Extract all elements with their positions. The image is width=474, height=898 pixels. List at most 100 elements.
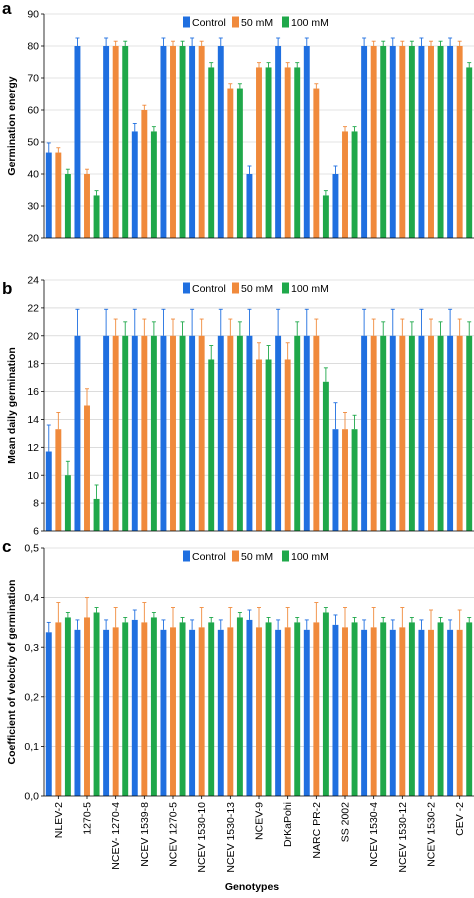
bar: NLEV-2 — 50 mM: 46.7 xyxy=(55,152,62,238)
error-bar xyxy=(295,321,300,336)
bar: SS 2002 — Control: 13.3 xyxy=(332,429,339,531)
error-bar xyxy=(228,607,233,628)
y-axis-title: Mean daily germination xyxy=(6,347,18,464)
panel-a: a 20 30 40 50 60 70 80 90 NLEV-2 — Control: 46.7 1… xyxy=(2,0,474,245)
legend-item: 100 mM xyxy=(282,550,329,563)
error-bar xyxy=(362,619,367,630)
legend-swatch xyxy=(183,282,190,294)
error-bar xyxy=(132,122,137,132)
error-bar xyxy=(180,321,185,336)
y-tick-label: 0,0 xyxy=(24,791,39,803)
bar: NCEV 1530-12 — Control: 20 xyxy=(389,335,396,531)
bar: NARC PR-2 — 50 mM: 0.35 xyxy=(313,622,320,796)
error-bar xyxy=(371,40,376,46)
bar: NCEV 1270-5 — 50 mM: 20 xyxy=(170,335,176,531)
error-bar xyxy=(266,616,271,623)
bar: DrKaPohi — Control: 20 xyxy=(275,335,282,531)
bar: DrKaPohi — 50 mM: 73.3 xyxy=(284,67,291,238)
error-bar xyxy=(352,414,357,430)
x-tick-label: NARC PR-2 xyxy=(311,802,323,859)
bar: NCEV- 1270-4 — 50 mM: 0.34 xyxy=(112,627,119,796)
error-bar xyxy=(314,318,319,336)
bar: NCEV 1539-8 — 100 mM: 20 xyxy=(150,335,157,531)
bar: NLEV-2 — 50 mM: 0.35 xyxy=(55,622,62,796)
bar: NCEV 1530-2 — 50 mM: 20 xyxy=(428,335,434,531)
legend-item: 50 mM xyxy=(232,550,273,563)
bar: NLEV-2 — 100 mM: 40 xyxy=(64,174,71,238)
error-bar xyxy=(276,308,281,336)
error-bar xyxy=(190,37,195,46)
bar: NARC PR-2 — 50 mM: 20 xyxy=(313,335,320,531)
bar: CEV -2 — 100 mM: 20 xyxy=(466,335,473,531)
error-bar xyxy=(314,83,319,89)
bar: NLEV-2 — 100 mM: 0.36 xyxy=(64,617,71,796)
error-bar xyxy=(247,308,252,336)
bar: NCEV 1530-10 — 100 mM: 18.3 xyxy=(208,359,215,531)
bar: SS 2002 — 100 mM: 53.3 xyxy=(351,131,358,238)
bar: CEV -2 — Control: 80 xyxy=(447,46,454,238)
x-tick-label: 1270-5 xyxy=(82,802,94,835)
error-bar xyxy=(151,321,156,336)
error-bar xyxy=(419,308,424,336)
error-bar xyxy=(237,612,242,618)
bar: NCEV-9 — 50 mM: 18.3 xyxy=(256,359,262,531)
bar: NCEV 1530-2 — 50 mM: 0.335 xyxy=(428,629,434,796)
bar: NCEV- 1270-4 — Control: 80 xyxy=(103,46,110,238)
error-bar xyxy=(65,612,70,618)
error-bar xyxy=(132,308,137,336)
legend-item: 50 mM xyxy=(232,282,273,295)
error-bar xyxy=(457,40,462,46)
error-bar xyxy=(123,321,128,336)
bar: NCEV 1530-2 — 100 mM: 20 xyxy=(437,335,444,531)
error-bar xyxy=(400,607,405,628)
legend-label: 50 mM xyxy=(241,283,273,295)
bar: CEV -2 — Control: 0.335 xyxy=(447,629,454,796)
error-bar xyxy=(209,345,214,360)
legend-label: Control xyxy=(192,283,226,295)
x-tick-label: SS 2002 xyxy=(340,802,352,842)
bar: NCEV 1530-10 — Control: 20 xyxy=(189,335,196,531)
y-tick-label: 6 xyxy=(33,526,39,538)
error-bar xyxy=(438,321,443,336)
error-bar xyxy=(142,318,147,336)
error-bar xyxy=(123,616,128,623)
error-bar xyxy=(46,621,51,633)
error-bar xyxy=(161,619,166,630)
y-tick-label: 0,3 xyxy=(24,642,39,654)
bar: DrKaPohi — 50 mM: 18.3 xyxy=(284,359,291,531)
error-bar xyxy=(132,609,137,620)
bar: NCEV 1530-10 — 50 mM: 0.34 xyxy=(198,627,205,796)
error-bar xyxy=(209,616,214,623)
bar: NCEV 1530-10 — 50 mM: 20 xyxy=(198,335,205,531)
bar: NCEV 1530-12 — Control: 80 xyxy=(389,46,396,238)
bar: NCEV 1270-5 — 50 mM: 0.34 xyxy=(170,627,176,796)
bar: NCEV 1530-4 — 50 mM: 20 xyxy=(370,335,377,531)
bar: NCEV 1530-10 — Control: 80 xyxy=(189,46,196,238)
bar: NCEV- 1270-4 — Control: 0.335 xyxy=(103,629,110,796)
error-bar xyxy=(323,190,328,196)
error-bar xyxy=(266,345,271,360)
error-bar xyxy=(304,619,309,630)
error-bar xyxy=(371,607,376,628)
bar: 1270-5 — 100 mM: 33.3 xyxy=(93,195,100,238)
bar: NCEV 1530-13 — 100 mM: 20 xyxy=(236,335,243,531)
bar: 1270-5 — 100 mM: 8.3 xyxy=(93,498,100,531)
x-tick-label: NCEV 1270-5 xyxy=(168,802,180,867)
bar: SS 2002 — 50 mM: 53.3 xyxy=(342,131,348,238)
error-bar xyxy=(218,37,223,46)
bar: NCEV-9 — Control: 0.355 xyxy=(246,619,253,796)
error-bar xyxy=(56,602,61,623)
bar: NCEV 1530-12 — Control: 0.335 xyxy=(389,629,396,796)
bar: SS 2002 — 50 mM: 0.34 xyxy=(342,627,348,796)
legend-label: 50 mM xyxy=(241,17,273,29)
error-bar xyxy=(104,619,109,630)
x-tick-label: NCEV 1530-4 xyxy=(368,802,380,867)
error-bar xyxy=(285,62,290,68)
x-tick-label: NCEV 1530-13 xyxy=(225,802,237,873)
error-bar xyxy=(104,37,109,46)
error-bar xyxy=(171,40,175,46)
error-bar xyxy=(237,83,242,89)
error-bar xyxy=(285,342,290,360)
error-bar xyxy=(161,37,166,46)
error-bar xyxy=(371,318,376,336)
